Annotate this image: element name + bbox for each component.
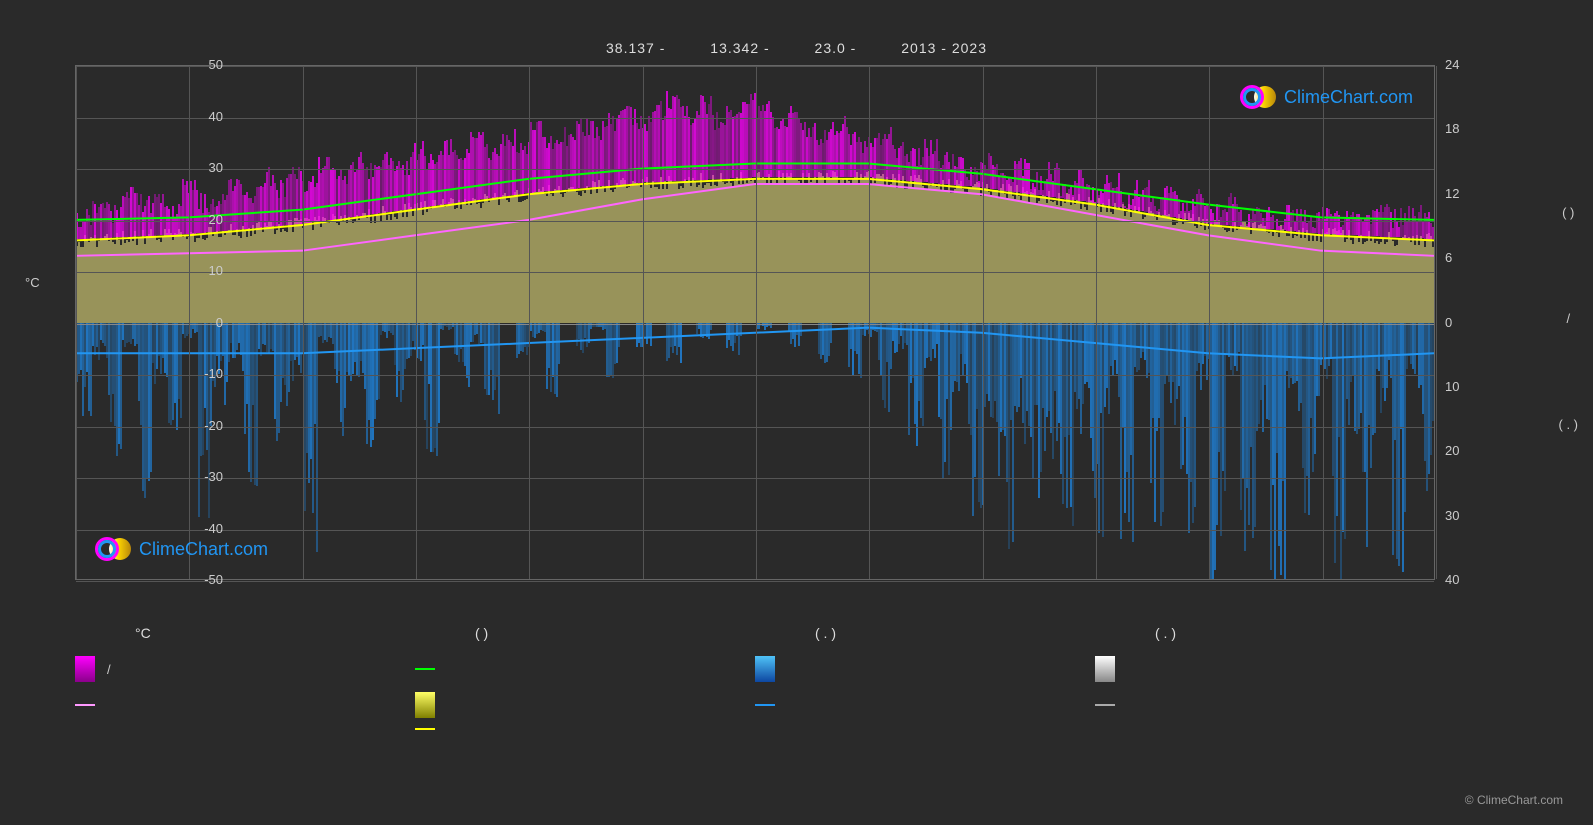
legend-sun-fill: [415, 692, 755, 718]
y-axis-right-labels: ( ) / ( . ): [1559, 200, 1579, 438]
watermark-top: ClimeChart.com: [1240, 83, 1413, 111]
legend-sun-line: [415, 728, 755, 730]
legend-mean-line: [75, 692, 415, 718]
watermark-logo-icon: [1240, 83, 1276, 111]
legend: °C ( ) ( . ) ( . ) /: [75, 625, 1435, 740]
y-axis-left-label: °C: [25, 275, 40, 290]
header-years: 2013 - 2023: [901, 40, 987, 56]
chart-lines-svg: [76, 66, 1434, 579]
watermark-bottom: ClimeChart.com: [95, 535, 268, 563]
legend-precip-bars: [755, 656, 1095, 682]
legend-precip-line: [755, 692, 1095, 718]
legend-snow-bars: [1095, 656, 1435, 682]
header-lat: 38.137 -: [606, 40, 665, 56]
chart-header-info: 38.137 - 13.342 - 23.0 - 2013 - 2023: [0, 40, 1593, 56]
watermark-text: ClimeChart.com: [1284, 87, 1413, 108]
legend-max-line: [415, 656, 755, 682]
header-lon: 13.342 -: [710, 40, 769, 56]
watermark-logo-icon: [95, 535, 131, 563]
legend-temp-bars: /: [75, 656, 415, 682]
chart-plot-area: [75, 65, 1435, 580]
header-elev: 23.0 -: [815, 40, 857, 56]
footer-credit: © ClimeChart.com: [1465, 793, 1563, 807]
legend-header: °C ( ) ( . ) ( . ): [75, 625, 1435, 641]
legend-snow-line: [1095, 692, 1435, 718]
watermark-text: ClimeChart.com: [139, 539, 268, 560]
